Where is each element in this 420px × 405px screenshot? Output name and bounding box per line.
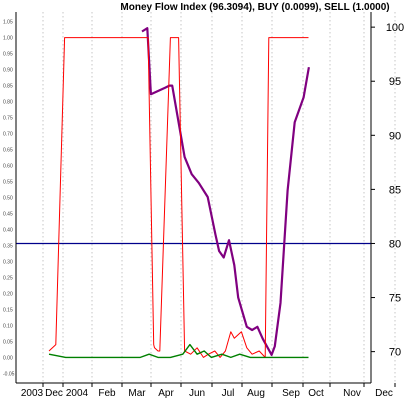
x-axis-tick-label: Jun xyxy=(189,388,205,399)
right-axis-tick-label: 80 xyxy=(389,238,401,250)
x-axis-ticks: 2003 Dec 2004 Feb Mar Apr Jun Jul Aug Sep Oct Nov De… xyxy=(21,383,396,399)
right-axis-tick-label: 75 xyxy=(389,293,401,305)
right-axis-tick-label: 70 xyxy=(389,347,401,359)
axes xyxy=(15,12,372,384)
left-axis-tick-label: 0.90 xyxy=(3,68,13,74)
x-axis-tick-label: Oct xyxy=(308,388,324,399)
left-axis-ticks: 1.05 1.00 0.95 0.90 0.85 0.80 0.75 0.70 0.65 0.60… xyxy=(3,20,15,378)
x-axis-tick-label: Feb xyxy=(98,388,116,399)
left-axis-tick-label: 0.25 xyxy=(3,275,13,281)
x-axis-tick-label: Sep xyxy=(282,388,300,399)
left-axis-tick-label: 0.80 xyxy=(3,100,13,106)
left-axis-tick-label: 0.95 xyxy=(3,52,13,58)
left-axis-tick-label: 0.15 xyxy=(3,307,13,313)
left-axis-tick-label: 1.00 xyxy=(3,36,13,42)
right-axis-tick-label: 90 xyxy=(389,130,401,142)
x-axis-tick-label: Dec xyxy=(375,388,393,399)
left-axis-tick-label: 0.20 xyxy=(3,291,13,297)
right-axis-tick-label: 95 xyxy=(389,76,401,88)
left-axis-tick-label: 0.60 xyxy=(3,164,13,170)
left-axis-tick-label: 0.35 xyxy=(3,243,13,249)
series-line-2 xyxy=(48,343,309,359)
x-axis-tick-label: Mar xyxy=(128,388,146,399)
left-axis-tick-label: 0.45 xyxy=(3,211,13,217)
left-axis-tick-label: 0.55 xyxy=(3,180,13,186)
left-axis-tick-label: 0.70 xyxy=(3,132,13,138)
right-axis-tick-label: 100 xyxy=(386,22,404,34)
left-axis-tick-label: 0.10 xyxy=(3,323,13,329)
left-axis-tick-label: 0.75 xyxy=(3,116,13,122)
left-axis-tick-label: 0.40 xyxy=(3,227,13,233)
series-layer xyxy=(48,27,310,359)
x-axis-tick-label: 2004 xyxy=(66,388,89,399)
x-axis-tick-label: 2003 xyxy=(21,388,44,399)
gridlines xyxy=(42,12,396,383)
x-axis-tick-label: Jul xyxy=(222,388,235,399)
series-line-0 xyxy=(141,27,310,356)
left-axis-tick-label: 0.30 xyxy=(3,259,13,265)
x-axis-tick-label: Aug xyxy=(247,388,265,399)
x-axis-tick-label: Apr xyxy=(158,388,174,399)
right-axis-tick-label: 85 xyxy=(389,184,401,196)
x-axis-tick-label: Dec xyxy=(45,388,63,399)
left-axis-tick-label: 0.65 xyxy=(3,148,13,154)
left-axis-tick-label: 0.00 xyxy=(3,355,13,361)
left-axis-tick-label: 0.50 xyxy=(3,196,13,202)
right-axis-ticks: 100 95 90 85 80 75 70 xyxy=(371,22,404,359)
left-axis-tick-label: -0.05 xyxy=(3,371,15,377)
chart-title: Money Flow Index (96.3094), BUY (0.0099)… xyxy=(120,2,389,13)
left-axis-tick-label: 1.05 xyxy=(3,20,13,26)
left-axis-tick-label: 0.85 xyxy=(3,84,13,90)
left-axis-tick-label: 0.05 xyxy=(3,339,13,345)
x-axis-tick-label: Nov xyxy=(343,388,361,399)
